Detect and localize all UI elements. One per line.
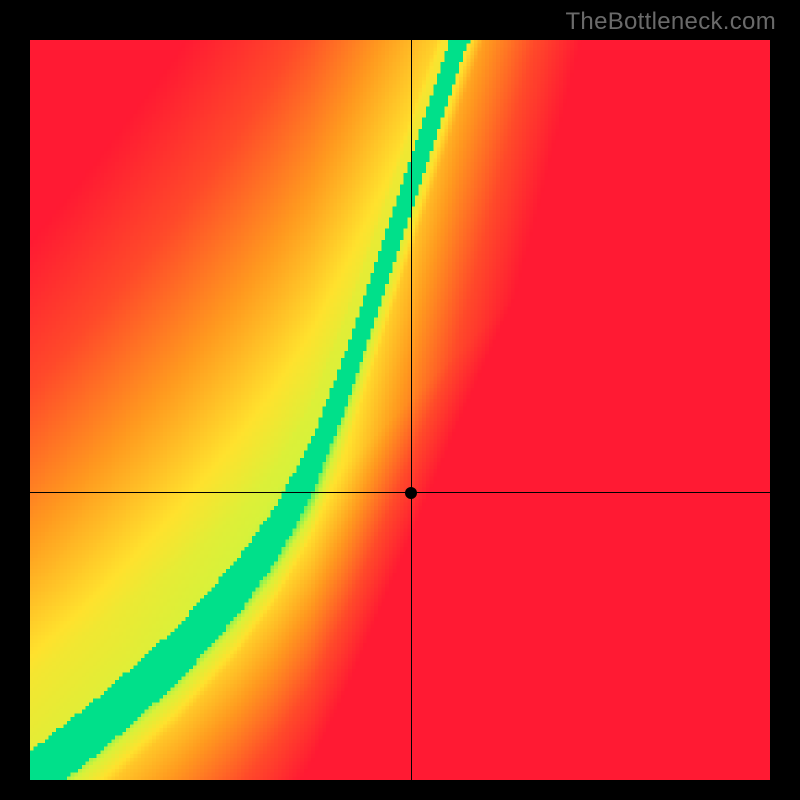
marker-dot [405, 487, 417, 499]
heatmap-canvas [30, 40, 770, 780]
crosshair-horizontal [30, 492, 770, 493]
crosshair-vertical [411, 40, 412, 780]
container: TheBottleneck.com [0, 0, 800, 800]
watermark-text: TheBottleneck.com [565, 8, 776, 36]
heatmap-plot [30, 40, 770, 780]
